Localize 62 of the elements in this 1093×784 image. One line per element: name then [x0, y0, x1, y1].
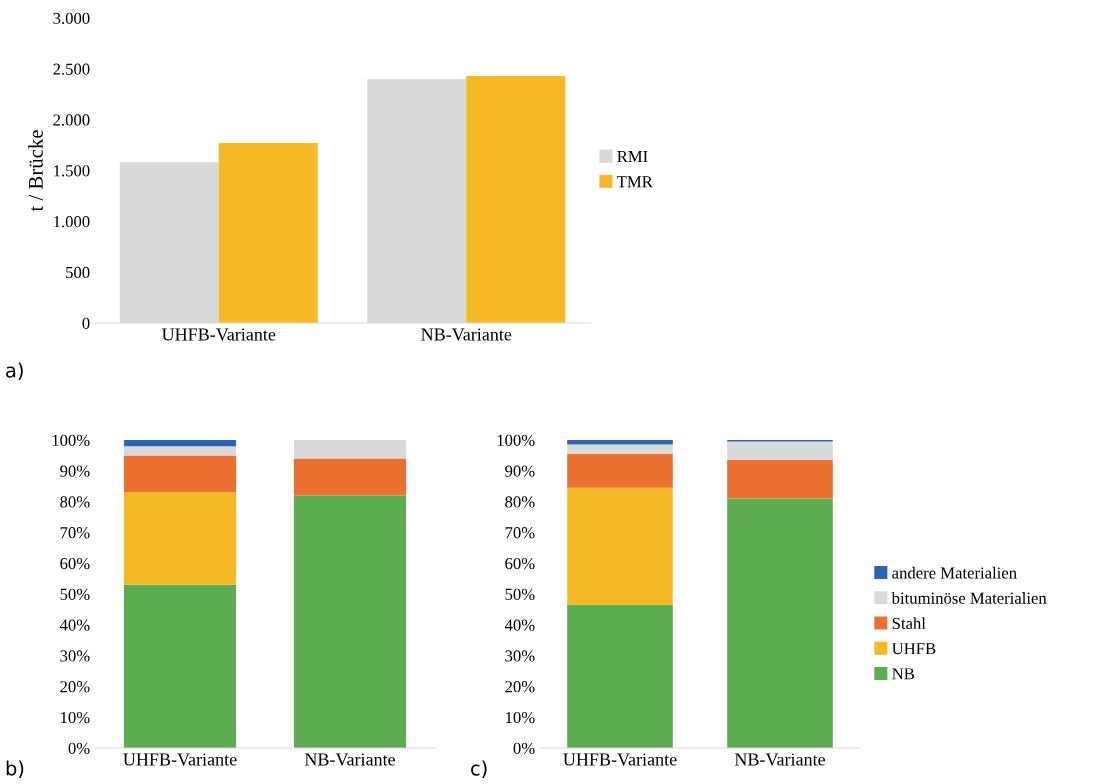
y-tick-label: 90%	[505, 465, 535, 477]
bar	[218, 143, 318, 323]
legend-label: TMR	[617, 176, 653, 188]
legend-label: Stahl	[892, 617, 926, 630]
bar	[567, 604, 673, 748]
bar	[123, 584, 237, 748]
y-tick-label: 0%	[68, 742, 90, 754]
bar	[567, 487, 673, 605]
x-tick-label: UHFB-Variante	[123, 753, 237, 766]
bar	[293, 458, 407, 496]
bar	[123, 446, 237, 456]
y-tick-label: 20%	[60, 681, 90, 693]
y-axis-title: t / Brücke	[28, 130, 43, 212]
y-tick-label: 0	[82, 317, 90, 329]
y-tick-label: 70%	[60, 527, 90, 539]
bar	[727, 460, 833, 499]
x-tick-label: NB-Variante	[421, 328, 512, 341]
bar	[727, 441, 833, 461]
y-tick-label: 50%	[505, 588, 535, 600]
y-tick-label: 60%	[60, 557, 90, 570]
bar	[123, 492, 237, 585]
bar	[567, 453, 673, 488]
y-tick-label: 0%	[513, 742, 535, 754]
text: a)	[6, 362, 23, 380]
bar	[123, 440, 237, 447]
legend-label: bituminöse Materialien	[891, 592, 1047, 604]
legend-label: andere Materialien	[892, 566, 1017, 579]
y-tick-label: 30%	[505, 650, 535, 662]
x-tick-label: NB-Variante	[304, 753, 395, 766]
y-tick-label: 1.500	[54, 165, 90, 177]
y-tick-label: 60%	[505, 557, 535, 570]
bar	[293, 440, 407, 459]
y-tick-label: 40%	[504, 619, 535, 631]
legend-label: RMI	[617, 151, 648, 162]
y-tick-label: 80%	[505, 496, 535, 508]
x-tick-label: NB-Variante	[734, 753, 825, 766]
text: b)	[6, 760, 24, 778]
y-tick-label: 100%	[497, 434, 535, 446]
y-tick-label: 30%	[60, 650, 90, 662]
y-tick-label: 10%	[506, 711, 535, 724]
bar	[466, 75, 566, 323]
y-tick-label: 3.000	[53, 12, 90, 25]
y-tick-label: 500	[66, 266, 90, 279]
y-tick-label: 2.500	[53, 63, 90, 75]
y-tick-label: 70%	[505, 527, 535, 539]
text: c)	[471, 760, 487, 778]
bar	[123, 455, 237, 493]
y-tick-label: 1.000	[54, 216, 90, 228]
y-tick-label: 90%	[60, 465, 90, 477]
y-tick-label: 10%	[61, 711, 90, 724]
y-tick-label: 40%	[59, 619, 90, 631]
y-tick-label: 100%	[52, 434, 90, 446]
legend-label: NB	[892, 668, 914, 680]
bar	[567, 444, 673, 454]
y-tick-label: 80%	[60, 496, 90, 508]
legend-label: UHFB	[892, 643, 936, 655]
y-tick-label: 20%	[505, 681, 535, 693]
bar	[567, 440, 673, 445]
x-tick-label: UHFB-Variante	[161, 328, 276, 341]
x-tick-label: UHFB-Variante	[563, 753, 677, 766]
y-tick-label: 2.000	[53, 114, 90, 126]
y-tick-label: 50%	[60, 588, 90, 600]
